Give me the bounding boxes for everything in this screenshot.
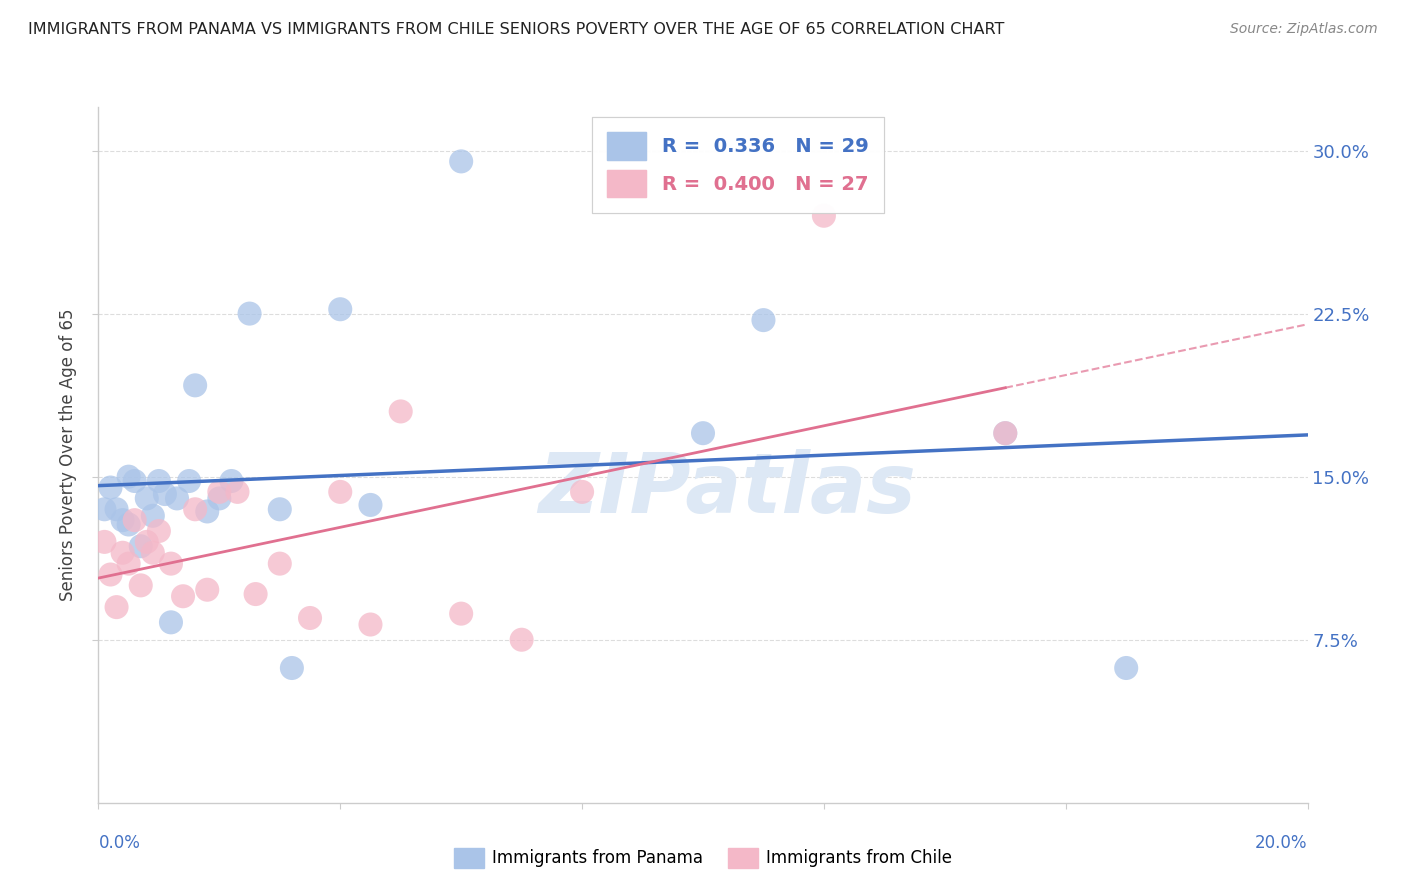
Point: [389, 404, 412, 418]
Point: [692, 426, 714, 441]
Point: [299, 611, 322, 625]
Point: [994, 426, 1017, 441]
Point: [118, 469, 141, 483]
Point: [93, 502, 115, 516]
Point: [172, 589, 194, 603]
Point: [184, 378, 207, 392]
Point: [100, 567, 122, 582]
Point: [221, 474, 243, 488]
Point: [450, 607, 472, 621]
Point: [208, 484, 231, 499]
Point: [571, 484, 593, 499]
Point: [208, 491, 231, 506]
Point: [148, 524, 170, 538]
Point: [179, 474, 201, 488]
Point: [195, 504, 218, 518]
Point: [184, 502, 207, 516]
Text: 20.0%: 20.0%: [1256, 834, 1308, 852]
Point: [160, 615, 183, 630]
Point: [105, 502, 128, 516]
Point: [450, 154, 472, 169]
Point: [510, 632, 533, 647]
Point: [239, 307, 262, 321]
Point: [111, 546, 134, 560]
Legend: R =  0.336   N = 29, R =  0.400   N = 27: R = 0.336 N = 29, R = 0.400 N = 27: [592, 117, 884, 212]
Point: [135, 535, 157, 549]
Point: [1115, 661, 1137, 675]
Point: [93, 535, 115, 549]
Text: 0.0%: 0.0%: [98, 834, 141, 852]
Point: [994, 426, 1017, 441]
Text: Source: ZipAtlas.com: Source: ZipAtlas.com: [1230, 22, 1378, 37]
Point: [118, 517, 141, 532]
Point: [752, 313, 775, 327]
Point: [226, 484, 249, 499]
Point: [142, 508, 165, 523]
Point: [195, 582, 218, 597]
Point: [813, 209, 835, 223]
Point: [269, 502, 291, 516]
Point: [129, 578, 152, 592]
Point: [360, 617, 382, 632]
Point: [135, 491, 157, 506]
Point: [360, 498, 382, 512]
Point: [329, 484, 352, 499]
Legend: Immigrants from Panama, Immigrants from Chile: Immigrants from Panama, Immigrants from …: [447, 841, 959, 875]
Text: ZIPatlas: ZIPatlas: [538, 450, 917, 530]
Point: [148, 474, 170, 488]
Point: [153, 487, 176, 501]
Point: [105, 600, 128, 615]
Point: [142, 546, 165, 560]
Y-axis label: Seniors Poverty Over the Age of 65: Seniors Poverty Over the Age of 65: [59, 309, 77, 601]
Point: [269, 557, 291, 571]
Point: [281, 661, 304, 675]
Point: [100, 481, 122, 495]
Point: [329, 302, 352, 317]
Text: IMMIGRANTS FROM PANAMA VS IMMIGRANTS FROM CHILE SENIORS POVERTY OVER THE AGE OF : IMMIGRANTS FROM PANAMA VS IMMIGRANTS FRO…: [28, 22, 1004, 37]
Point: [118, 557, 141, 571]
Point: [129, 539, 152, 553]
Point: [245, 587, 267, 601]
Point: [124, 513, 146, 527]
Point: [166, 491, 188, 506]
Point: [124, 474, 146, 488]
Point: [160, 557, 183, 571]
Point: [111, 513, 134, 527]
